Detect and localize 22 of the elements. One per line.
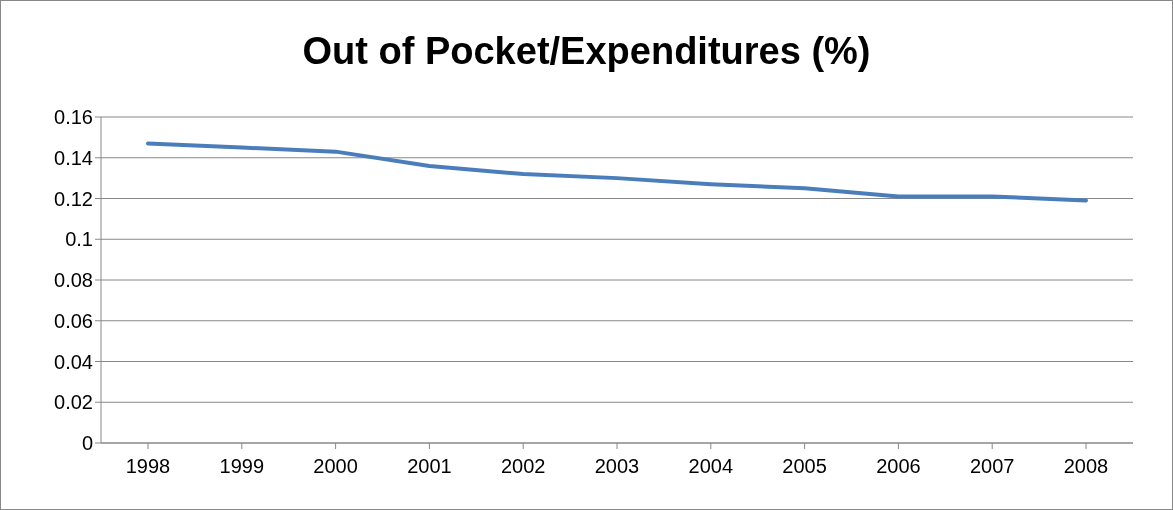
x-tick-label: 2008 xyxy=(1063,455,1109,478)
x-tick-label: 2004 xyxy=(688,455,734,478)
y-tick-label: 0.16 xyxy=(54,106,93,129)
y-tick-label: 0.1 xyxy=(65,228,93,251)
x-tick-label: 1999 xyxy=(219,455,265,478)
x-tick-label: 2002 xyxy=(500,455,546,478)
x-tick-label: 2007 xyxy=(969,455,1015,478)
x-tick-label: 2003 xyxy=(594,455,640,478)
x-tick-label: 2000 xyxy=(313,455,358,478)
y-tick-label: 0.06 xyxy=(54,309,93,332)
y-tick-label: 0.08 xyxy=(54,269,93,292)
y-tick-label: 0.14 xyxy=(54,146,93,169)
y-tick-label: 0 xyxy=(81,432,93,455)
x-tick-label: 1998 xyxy=(125,455,171,478)
x-tick-label: 2001 xyxy=(407,455,452,478)
y-tick-label: 0.04 xyxy=(54,350,93,373)
x-tick-label: 2006 xyxy=(876,455,921,478)
y-tick-label: 0.02 xyxy=(54,391,93,414)
y-tick-label: 0.12 xyxy=(54,187,93,210)
chart-title: Out of Pocket/Expenditures (%) xyxy=(301,28,872,74)
line-series xyxy=(146,141,1088,203)
x-tick-label: 2005 xyxy=(782,455,827,478)
